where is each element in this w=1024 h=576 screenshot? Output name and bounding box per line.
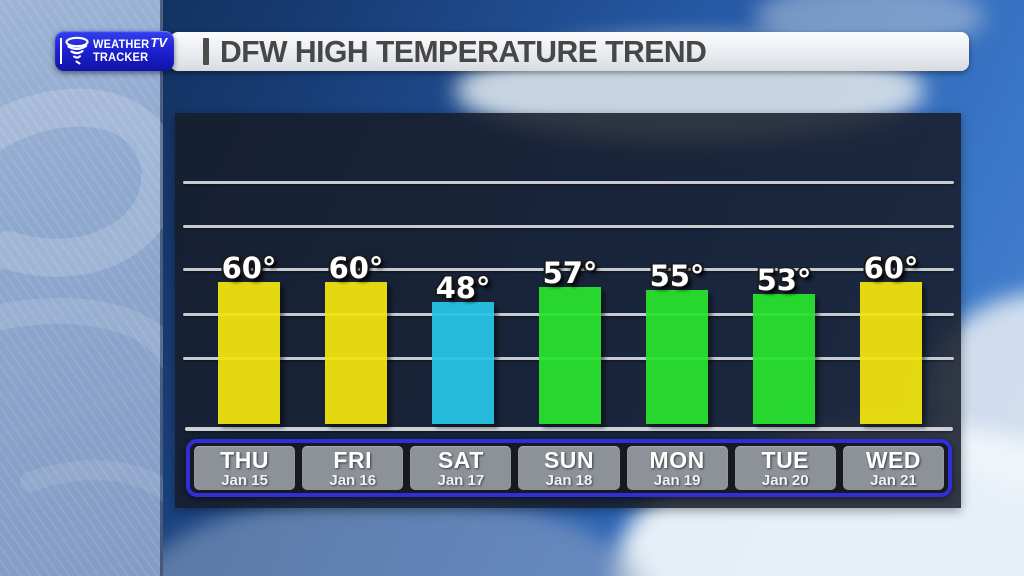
- page-title: DFW HIGH TEMPERATURE TREND: [220, 33, 707, 69]
- day-cell-sun: SUN Jan 18: [518, 446, 620, 490]
- day-cell-mon: MON Jan 19: [626, 446, 728, 490]
- gridline: [183, 225, 954, 228]
- day-date: Jan 18: [545, 471, 593, 489]
- temp-bar: [753, 294, 815, 424]
- day-cell-fri: FRI Jan 16: [302, 446, 404, 490]
- temp-bar: [646, 290, 708, 424]
- day-date: Jan 16: [329, 471, 377, 489]
- day-date: Jan 19: [653, 471, 701, 489]
- day-name: WED: [865, 446, 921, 473]
- gridline: [183, 268, 954, 271]
- bar-column-sat: 48°: [432, 271, 494, 424]
- day-date: Jan 21: [870, 471, 917, 489]
- chart-baseline: [185, 427, 953, 431]
- day-date: Jan 17: [437, 471, 485, 489]
- day-axis-strip: THU Jan 15 FRI Jan 16 SAT Jan 17 SUN Jan 18 MON J…: [186, 439, 952, 497]
- tornado-watermark-icon: [0, 88, 163, 503]
- temp-value-label: 55°: [649, 259, 705, 293]
- sidebar-watermark-panel: [0, 0, 163, 576]
- temp-value-label: 60°: [221, 251, 277, 285]
- day-name: SAT: [437, 446, 484, 473]
- temp-bar: [218, 282, 280, 424]
- day-date: Jan 20: [761, 471, 809, 489]
- day-name: TUE: [761, 446, 810, 473]
- temp-bar: [325, 282, 387, 424]
- temp-bar: [432, 302, 494, 424]
- day-cell-thu: THU Jan 15: [194, 446, 296, 490]
- day-date: Jan 15: [221, 471, 268, 489]
- day-cell-wed: WED Jan 21: [842, 446, 944, 490]
- headline-bar: DFW HIGH TEMPERATURE TREND: [170, 32, 969, 71]
- bar-column-thu: 60°: [218, 251, 280, 424]
- station-logo: WEATHER TRACKER TV: [55, 31, 174, 71]
- headline-separator: [203, 38, 209, 65]
- temp-value-label: 60°: [863, 251, 919, 285]
- temp-bar: [539, 287, 601, 424]
- logo-line2: TRACKER: [93, 50, 149, 64]
- bar-column-wed: 60°: [860, 251, 922, 424]
- tornado-icon: [65, 36, 89, 65]
- day-name: SUN: [543, 446, 595, 473]
- day-name: FRI: [333, 446, 372, 473]
- bar-column-sun: 57°: [539, 256, 601, 424]
- bar-column-tue: 53°: [753, 263, 815, 424]
- logo-line1: WEATHER: [93, 37, 150, 52]
- day-cell-sat: SAT Jan 17: [410, 446, 512, 490]
- temp-value-label: 60°: [328, 251, 384, 285]
- logo-tv-superscript: TV: [150, 35, 167, 50]
- day-name: THU: [220, 446, 269, 473]
- logo-wordmark: WEATHER TRACKER: [93, 38, 149, 64]
- bar-column-mon: 55°: [646, 259, 708, 424]
- gridline: [183, 181, 954, 184]
- bar-column-fri: 60°: [325, 251, 387, 424]
- temp-value-label: 53°: [756, 263, 812, 297]
- day-name: MON: [649, 446, 705, 473]
- temp-value-label: 48°: [435, 271, 491, 305]
- logo-divider: [60, 38, 62, 64]
- day-cell-tue: TUE Jan 20: [734, 446, 836, 490]
- temp-value-label: 57°: [542, 256, 598, 290]
- temp-bar: [860, 282, 922, 424]
